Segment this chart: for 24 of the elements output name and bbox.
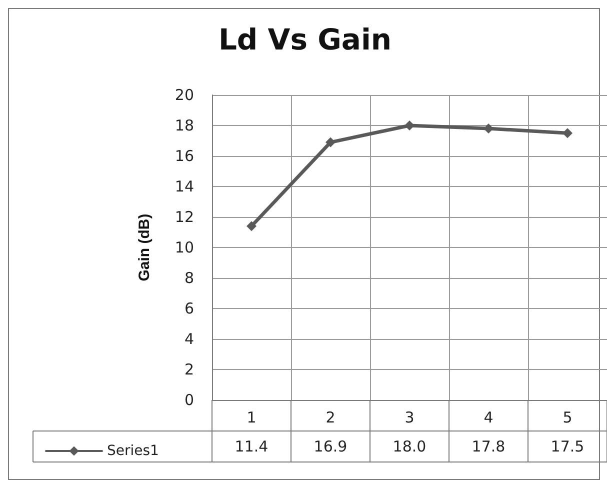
x-tick-label: 3 (404, 408, 414, 426)
y-tick-label: 20 (174, 86, 194, 104)
y-tick-label: 16 (174, 147, 194, 165)
y-tick-label: 12 (174, 208, 194, 226)
chart-title: Ld Vs Gain (218, 22, 392, 56)
data-label: 16.9 (314, 438, 348, 456)
y-tick-label: 6 (184, 300, 194, 318)
data-label: 17.8 (472, 438, 506, 456)
y-tick-label: 14 (174, 178, 194, 196)
legend-label: Series1 (107, 443, 159, 459)
y-tick-label: 8 (184, 269, 194, 287)
data-label: 18.0 (392, 438, 426, 456)
x-tick-label: 2 (326, 408, 336, 426)
y-tick-label: 4 (184, 330, 194, 348)
x-tick-label: 1 (246, 408, 256, 426)
y-tick-label: 10 (174, 238, 194, 256)
y-tick-label: 0 (184, 391, 194, 409)
data-label: 17.5 (550, 438, 584, 456)
x-tick-label: 4 (484, 408, 494, 426)
y-tick-label: 18 (174, 116, 194, 134)
data-label: 11.4 (234, 438, 268, 456)
y-tick-label: 2 (184, 360, 194, 378)
x-tick-label: 5 (562, 408, 572, 426)
y-axis-title: Gain (dB) (136, 214, 153, 282)
